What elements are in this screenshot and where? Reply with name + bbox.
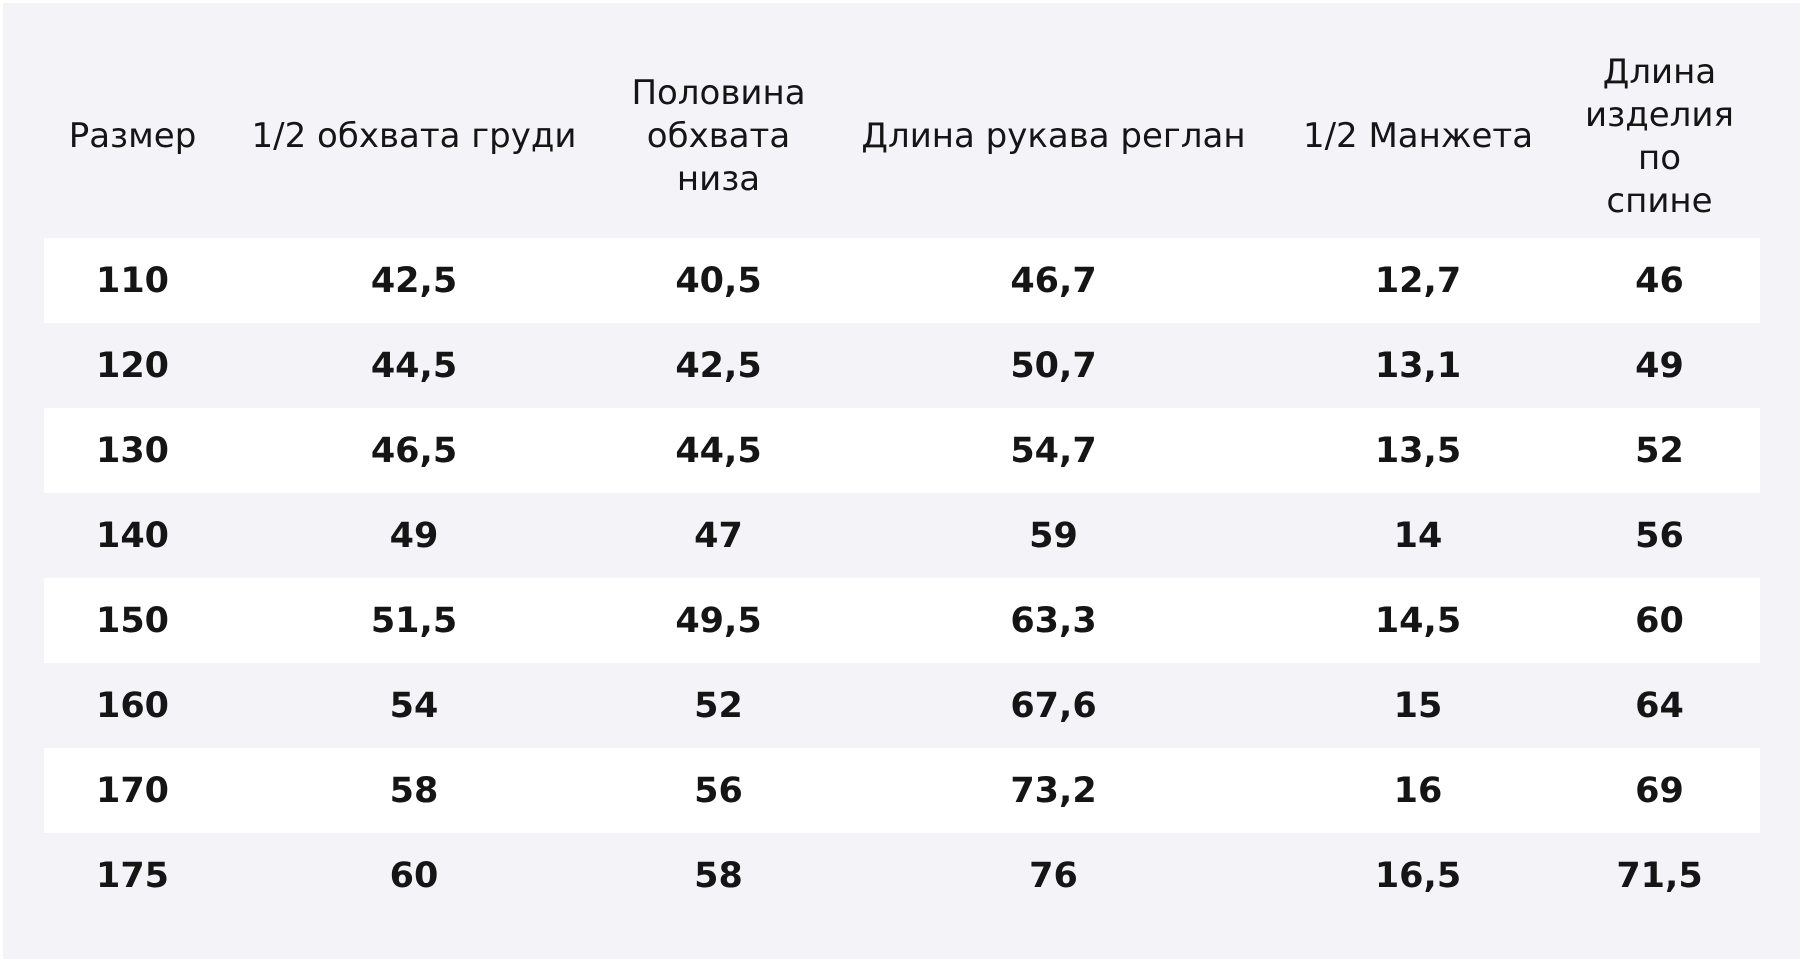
table-cell: 175 <box>95 855 170 896</box>
table-cell: 63,3 <box>830 578 1277 663</box>
header-cell: Половина обхвата низа <box>607 35 830 238</box>
table-cell: 110 <box>44 238 221 323</box>
header-cell: Размер <box>44 35 221 238</box>
table-cell: 14,5 <box>1277 578 1559 663</box>
table-cell: 56 <box>1635 515 1684 556</box>
table-cell: 170 <box>44 748 221 833</box>
table-cell: 13,1 <box>1374 345 1462 386</box>
table-body: 110 42,5 40,5 46,7 12,7 46 120 44,5 42,5 50,7 13,1… <box>44 238 1760 918</box>
table-cell: 46 <box>1559 238 1760 323</box>
table-cell: 150 <box>44 578 221 663</box>
header-text: 1/2 обхвата груди <box>251 116 577 156</box>
table-cell: 64 <box>1635 685 1684 726</box>
header-text: Длина изделия по спине <box>1585 51 1734 221</box>
table-cell: 51,5 <box>221 578 607 663</box>
table-cell: 54,7 <box>830 408 1277 493</box>
table-cell: 40,5 <box>607 238 830 323</box>
table-row: 120 44,5 42,5 50,7 13,1 49 <box>44 323 1760 408</box>
table-cell: 73,2 <box>830 748 1277 833</box>
table-cell: 14 <box>1393 515 1443 556</box>
table-cell: 69 <box>1559 748 1760 833</box>
table-cell: 130 <box>44 408 221 493</box>
table-cell: 58 <box>221 748 607 833</box>
header-row: Размер 1/2 обхвата груди Половина обхвата … <box>44 35 1760 238</box>
table-cell: 46,5 <box>221 408 607 493</box>
header-text: 1/2 Манжета <box>1302 116 1534 156</box>
table-cell: 71,5 <box>1616 855 1703 896</box>
table-cell: 15 <box>1393 685 1443 726</box>
table-cell: 140 <box>95 515 170 556</box>
panel: Размер 1/2 обхвата груди Половина обхвата … <box>3 3 1800 959</box>
table-cell: 67,6 <box>1010 685 1097 726</box>
table-cell: 42,5 <box>675 345 762 386</box>
table-row: 140 49 47 59 14 56 <box>44 493 1760 578</box>
table-cell: 60 <box>389 855 439 896</box>
table-cell: 49 <box>389 515 439 556</box>
table-row: 130 46,5 44,5 54,7 13,5 52 <box>44 408 1760 493</box>
header-cell: 1/2 обхвата груди <box>221 35 607 238</box>
table-cell: 58 <box>694 855 743 896</box>
table-cell: 52 <box>1559 408 1760 493</box>
table-cell: 50,7 <box>1010 345 1097 386</box>
table-cell: 12,7 <box>1277 238 1559 323</box>
table-cell: 47 <box>694 515 743 556</box>
header-cell: Длина рукава реглан <box>830 35 1277 238</box>
table-row: 110 42,5 40,5 46,7 12,7 46 <box>44 238 1760 323</box>
table-cell: 46,7 <box>830 238 1277 323</box>
table-row: 150 51,5 49,5 63,3 14,5 60 <box>44 578 1760 663</box>
header-cell: Длина изделия по спине <box>1559 35 1760 238</box>
table-cell: 76 <box>1029 855 1078 896</box>
table-cell: 54 <box>389 685 439 726</box>
table-cell: 49,5 <box>607 578 830 663</box>
table-cell: 16,5 <box>1374 855 1462 896</box>
header-text: Размер <box>68 116 197 156</box>
table-cell: 160 <box>95 685 170 726</box>
table-cell: 49 <box>1635 345 1684 386</box>
table-cell: 16 <box>1277 748 1559 833</box>
table-cell: 60 <box>1559 578 1760 663</box>
table-row: 175 60 58 76 16,5 71,5 <box>44 833 1760 918</box>
table-cell: 52 <box>694 685 743 726</box>
table-cell: 59 <box>1029 515 1078 556</box>
table-cell: 13,5 <box>1277 408 1559 493</box>
size-table: Размер 1/2 обхвата груди Половина обхвата … <box>44 35 1760 918</box>
table-cell: 42,5 <box>221 238 607 323</box>
table-cell: 44,5 <box>607 408 830 493</box>
table-cell: 120 <box>95 345 170 386</box>
header-text: Половина обхвата низа <box>631 73 806 199</box>
header-text: Длина рукава реглан <box>861 116 1246 156</box>
table-row: 160 54 52 67,6 15 64 <box>44 663 1760 748</box>
table-cell: 44,5 <box>370 345 458 386</box>
header-cell: 1/2 Манжета <box>1277 35 1559 238</box>
table-cell: 56 <box>607 748 830 833</box>
table-row: 170 58 56 73,2 16 69 <box>44 748 1760 833</box>
